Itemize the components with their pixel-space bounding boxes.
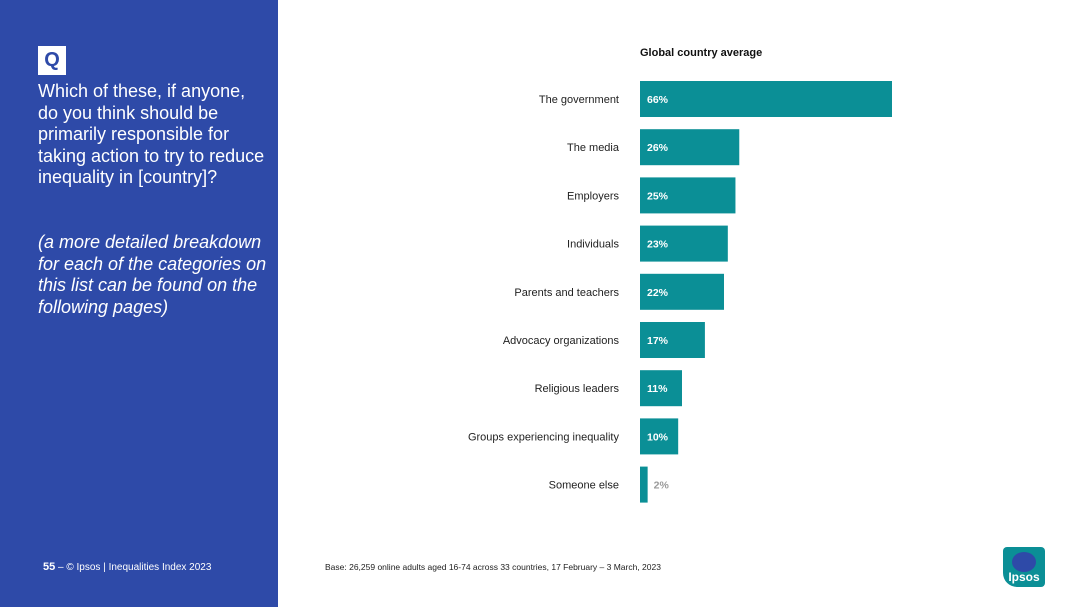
bar [640,418,679,455]
bar [640,81,892,117]
sidebar-panel: Q Which of these, if anyone, do you thin… [0,0,278,607]
page-number: 55 [43,561,56,573]
value-label: 11% [647,383,668,395]
value-label: 66% [647,94,669,106]
value-label: 2% [654,480,670,492]
question-badge: Q [38,46,66,75]
value-label: 17% [647,335,669,347]
value-label: 25% [647,190,669,202]
value-label: 26% [647,142,669,154]
bar [640,466,648,503]
bar [640,225,728,262]
bar [640,273,724,310]
category-label: Religious leaders [535,383,620,395]
bar [640,370,682,407]
category-label: The government [539,94,619,106]
category-label: Groups experiencing inequality [468,431,620,443]
value-label: 23% [647,239,669,251]
category-label: Individuals [567,239,619,251]
chart-title: Global country average [640,47,762,59]
footer-left: 55 – © Ipsos | Inequalities Index 2023 [43,561,211,573]
question-text: Which of these, if anyone, do you think … [38,81,265,187]
base-note: Base: 26,259 online adults aged 16-74 ac… [325,562,661,572]
footer-copyright: – © Ipsos | Inequalities Index 2023 [58,562,212,573]
chart-area: Global country average The government 66% T… [278,0,1080,607]
category-label: The media [567,142,620,154]
value-label: 22% [647,287,669,299]
ipsos-logo: Ipsos [1003,547,1045,587]
bar [640,177,736,214]
logo-wordmark: Ipsos [1008,570,1040,584]
category-label: Someone else [549,480,619,492]
value-label: 10% [647,431,669,443]
breakdown-note: (a more detailed breakdown for each of t… [38,232,267,317]
bar [640,129,740,166]
category-label: Advocacy organizations [503,335,620,347]
bar [640,322,705,358]
bar-chart: Global country average The government 66% T… [468,47,892,503]
logo-mark [1012,552,1036,572]
category-label: Employers [567,190,619,202]
category-label: Parents and teachers [514,287,619,299]
